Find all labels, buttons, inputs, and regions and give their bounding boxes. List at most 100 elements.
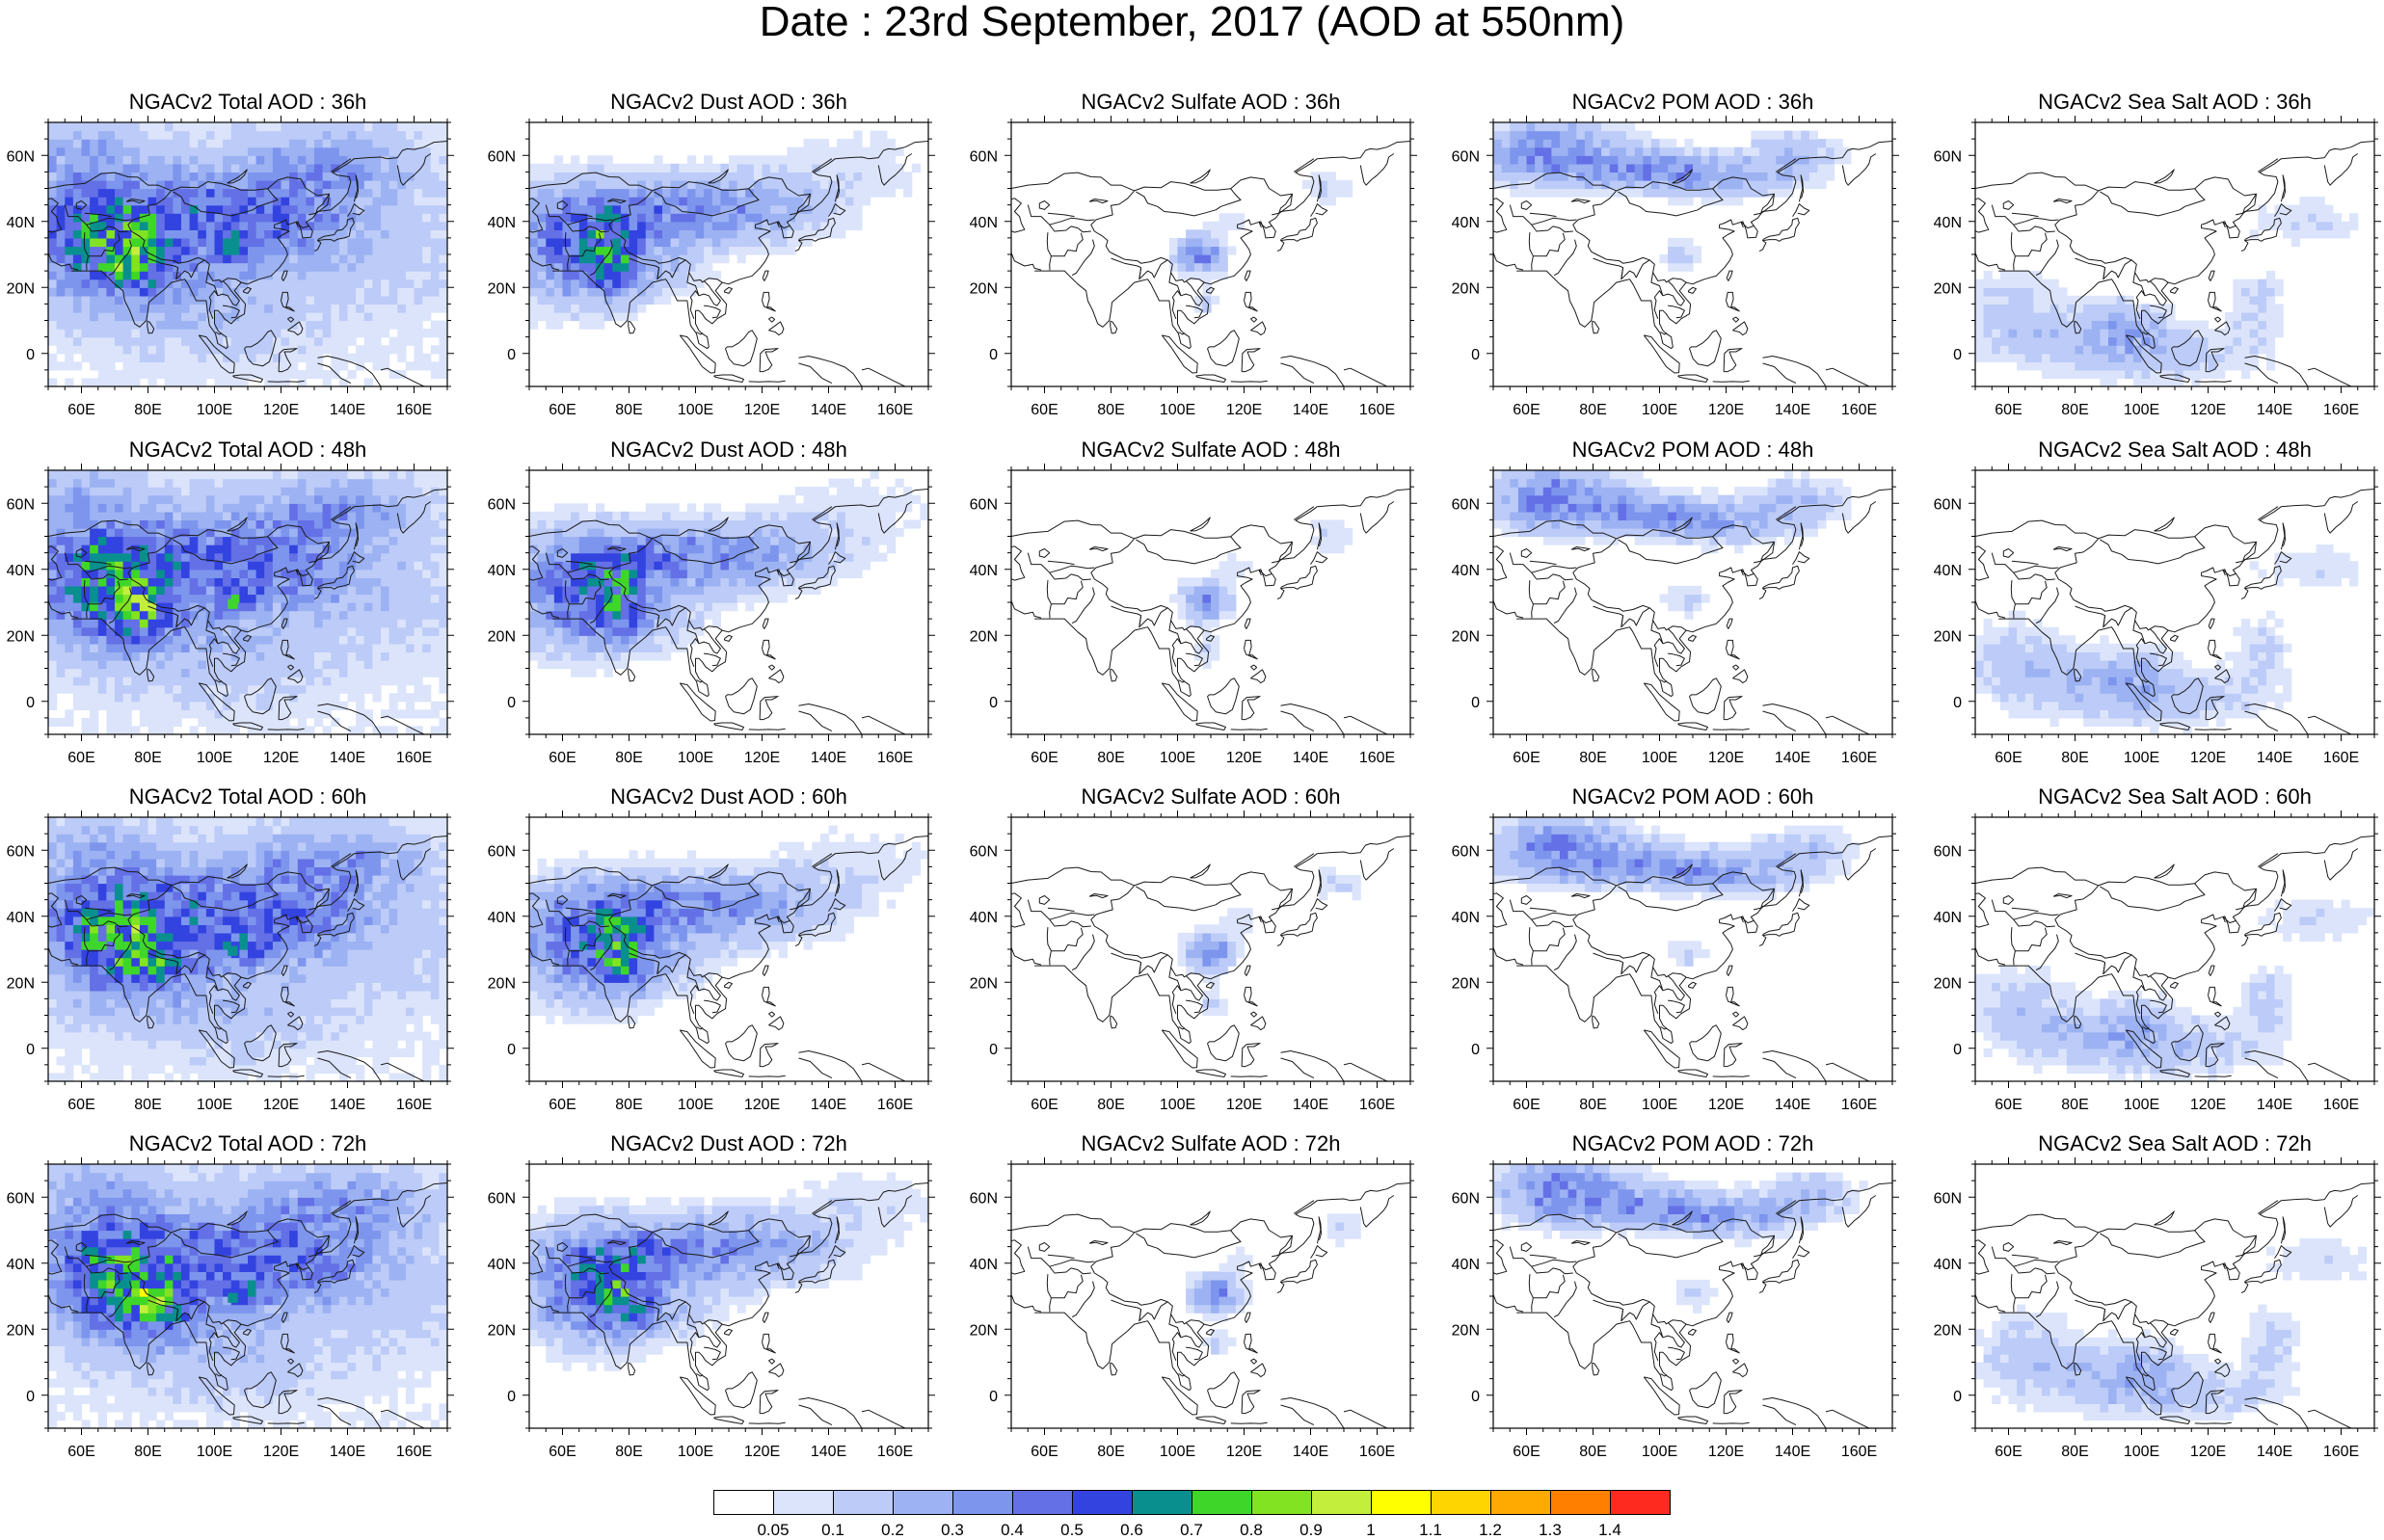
- lon-tick-label: 80E: [1097, 402, 1124, 418]
- lon-tick-label: 120E: [1226, 402, 1262, 418]
- lon-tick-label: 80E: [1579, 402, 1606, 418]
- lat-tick-label: 0: [26, 1389, 35, 1405]
- lat-tick-label: 60N: [1934, 843, 1962, 860]
- lon-tick-label: 60E: [1513, 750, 1540, 766]
- lat-tick-label: 20N: [1452, 975, 1480, 992]
- colorbar-swatch: [1371, 1490, 1432, 1515]
- lon-tick-label: 100E: [1160, 750, 1195, 766]
- colorbar-swatch: [1431, 1490, 1491, 1515]
- aod-shading: [1178, 866, 1361, 1016]
- lat-tick-label: 60N: [970, 496, 998, 513]
- lon-tick-label: 60E: [549, 402, 576, 418]
- lat-tick-label: 60N: [1934, 148, 1962, 165]
- aod-shading: [48, 1164, 448, 1429]
- lat-tick-label: 40N: [7, 563, 35, 579]
- lon-tick-label: 160E: [877, 1444, 913, 1460]
- lat-tick-label: 40N: [970, 215, 998, 231]
- lon-tick-label: 80E: [2061, 1444, 2088, 1460]
- lon-tick-label: 80E: [615, 1444, 642, 1460]
- aod-hotspot: [228, 1293, 237, 1303]
- lat-tick-label: 0: [989, 695, 998, 711]
- lon-tick-label: 120E: [2190, 1444, 2226, 1460]
- lon-tick-label: 160E: [396, 1444, 432, 1460]
- panel-title: NGACv2 Dust AOD : 48h: [481, 438, 977, 463]
- lon-tick-label: 60E: [1513, 1444, 1540, 1460]
- aod-shading: [529, 131, 921, 330]
- lon-tick-label: 80E: [134, 750, 161, 766]
- aod-shading: [1493, 122, 1852, 272]
- aod-shading: [529, 826, 929, 1024]
- panel-title: NGACv2 Total AOD : 36h: [0, 90, 496, 115]
- lat-tick-label: 40N: [488, 910, 516, 926]
- panel-title: NGACv2 Sea Salt AOD : 60h: [1927, 784, 2384, 810]
- aod-shading: [1169, 172, 1353, 312]
- lon-tick-label: 120E: [744, 402, 780, 418]
- lat-tick-label: 0: [989, 347, 998, 363]
- aod-shading: [1493, 1164, 1868, 1314]
- lon-tick-label: 80E: [2061, 750, 2088, 766]
- lon-tick-label: 140E: [1293, 1097, 1328, 1113]
- panel-title: NGACv2 Sulfate AOD : 36h: [963, 90, 1459, 115]
- lat-tick-label: 0: [1471, 695, 1480, 711]
- lon-tick-label: 120E: [2190, 750, 2226, 766]
- lon-tick-label: 80E: [1097, 1097, 1124, 1113]
- colorbar-label: 1.1: [1419, 1521, 1442, 1540]
- lon-tick-label: 80E: [615, 1097, 642, 1113]
- colorbar-swatch: [1012, 1490, 1073, 1515]
- panel-title: NGACv2 Sulfate AOD : 72h: [963, 1131, 1459, 1156]
- lat-tick-label: 60N: [970, 1190, 998, 1207]
- colorbar-swatch: [1192, 1490, 1252, 1515]
- panel-title: NGACv2 Total AOD : 48h: [0, 438, 496, 463]
- panel-title: NGACv2 Sulfate AOD : 60h: [963, 784, 1459, 810]
- lon-tick-label: 120E: [1708, 402, 1744, 418]
- lon-tick-label: 140E: [1293, 750, 1328, 766]
- lat-tick-label: 0: [989, 1389, 998, 1405]
- lat-tick-label: 40N: [1934, 215, 1962, 231]
- lon-tick-label: 100E: [1160, 1097, 1195, 1113]
- lon-tick-label: 80E: [2061, 1097, 2088, 1113]
- lon-tick-label: 100E: [678, 750, 713, 766]
- lon-tick-label: 140E: [2257, 402, 2292, 418]
- lon-tick-label: 60E: [67, 750, 94, 766]
- lon-tick-label: 140E: [811, 1444, 846, 1460]
- lat-tick-label: 60N: [488, 148, 516, 165]
- lon-tick-label: 160E: [877, 1097, 913, 1113]
- lon-tick-label: 60E: [1995, 1097, 2022, 1113]
- lon-tick-label: 60E: [1031, 1444, 1058, 1460]
- lat-tick-label: 40N: [488, 563, 516, 579]
- colorbar-swatch: [1311, 1490, 1372, 1515]
- panel-title: NGACv2 Sea Salt AOD : 48h: [1927, 438, 2384, 463]
- lat-tick-label: 60N: [1452, 496, 1480, 513]
- lat-tick-label: 40N: [7, 215, 35, 231]
- lon-tick-label: 160E: [1359, 1097, 1395, 1113]
- lat-tick-label: 0: [1471, 347, 1480, 363]
- lat-tick-label: 20N: [1934, 628, 1962, 645]
- lon-tick-label: 120E: [744, 1097, 780, 1113]
- lon-tick-label: 160E: [1841, 750, 1877, 766]
- lon-tick-label: 140E: [1775, 1097, 1810, 1113]
- colorbar-label: 0.9: [1299, 1521, 1323, 1540]
- lat-tick-label: 0: [1471, 1042, 1480, 1058]
- lon-tick-label: 160E: [1359, 750, 1395, 766]
- lon-tick-label: 120E: [263, 402, 299, 418]
- colorbar-label: 0.6: [1120, 1521, 1143, 1540]
- lat-tick-label: 20N: [1934, 280, 1962, 297]
- lat-tick-label: 0: [989, 1042, 998, 1058]
- lat-tick-label: 20N: [970, 1322, 998, 1339]
- lon-tick-label: 160E: [396, 750, 432, 766]
- lon-tick-label: 140E: [1775, 1444, 1810, 1460]
- lon-tick-label: 60E: [1995, 750, 2022, 766]
- colorbar-label: 0.8: [1240, 1521, 1263, 1540]
- lon-tick-label: 140E: [811, 750, 846, 766]
